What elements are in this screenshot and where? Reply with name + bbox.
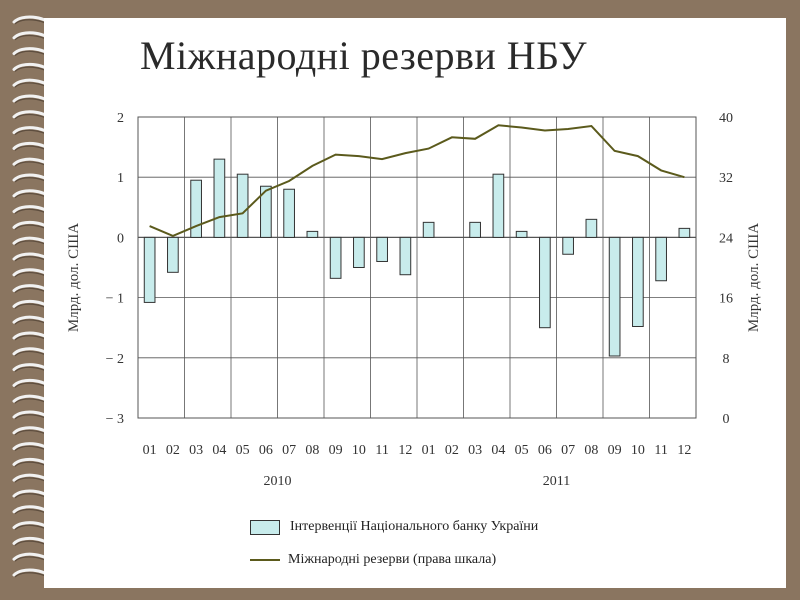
month-tick-label: 07 xyxy=(282,443,296,458)
intervention-bar xyxy=(469,221,481,238)
intervention-bar xyxy=(260,185,272,238)
reserves-line xyxy=(149,124,685,237)
intervention-bar xyxy=(329,236,342,279)
intervention-bar xyxy=(353,236,365,268)
left-tick-label: 1 xyxy=(117,171,124,186)
intervention-bar xyxy=(655,236,667,282)
left-tick-label: − 2 xyxy=(106,352,124,367)
legend-item-line: Міжнародні резерви (права шкала) xyxy=(250,551,496,569)
legend-item-bars: Інтервенції Національного банку України xyxy=(250,518,538,536)
left-tick-label: 0 xyxy=(117,231,124,246)
intervention-bar xyxy=(539,236,551,329)
intervention-bar xyxy=(376,236,388,262)
legend-line-label: Міжнародні резерви (права шкала) xyxy=(288,552,497,567)
month-tick-label: 09 xyxy=(329,443,343,458)
month-tick-label: 01 xyxy=(143,443,157,458)
month-tick-label: 06 xyxy=(538,443,552,458)
intervention-bar xyxy=(678,227,691,238)
intervention-bar xyxy=(399,236,412,276)
grid-layer xyxy=(137,116,697,419)
year-label: 2010 xyxy=(264,474,292,489)
intervention-bar xyxy=(167,236,179,273)
intervention-bar xyxy=(562,236,574,255)
month-tick-label: 11 xyxy=(654,443,667,458)
right-tick-label: 32 xyxy=(719,171,733,186)
intervention-bar xyxy=(422,221,435,238)
month-tick-label: 03 xyxy=(189,443,203,458)
bars-layer xyxy=(143,158,691,357)
intervention-bar xyxy=(585,218,598,238)
month-tick-label: 03 xyxy=(468,443,482,458)
right-tick-label: 40 xyxy=(719,111,733,126)
left-axis-title: Млрд. дол. США xyxy=(66,223,82,332)
right-tick-label: 24 xyxy=(719,231,733,246)
month-tick-label: 12 xyxy=(398,443,412,458)
month-tick-label: 07 xyxy=(561,443,575,458)
month-tick-label: 11 xyxy=(375,443,388,458)
right-tick-label: 8 xyxy=(723,352,730,367)
month-tick-label: 09 xyxy=(608,443,622,458)
intervention-bar xyxy=(306,230,319,238)
month-tick-label: 02 xyxy=(166,443,180,458)
right-tick-label: 16 xyxy=(719,292,733,307)
right-tick-label: 0 xyxy=(723,412,730,427)
intervention-bar xyxy=(515,230,528,238)
legend-bars-label: Інтервенції Національного банку України xyxy=(290,519,539,534)
month-tick-label: 10 xyxy=(631,443,645,458)
right-axis-title: Млрд. дол. США xyxy=(746,223,762,332)
intervention-bar xyxy=(492,173,505,238)
month-tick-label: 06 xyxy=(259,443,273,458)
month-tick-label: 10 xyxy=(352,443,366,458)
month-tick-label: 04 xyxy=(212,443,226,458)
intervention-bar xyxy=(632,236,644,327)
legend-bar-swatch xyxy=(250,519,280,535)
left-tick-label: 2 xyxy=(117,111,124,126)
slide-title: Міжнародні резерви НБУ xyxy=(140,33,588,78)
month-tick-label: 08 xyxy=(584,443,598,458)
intervention-bar xyxy=(190,179,202,238)
month-tick-label: 05 xyxy=(515,443,529,458)
intervention-bar xyxy=(236,173,249,238)
chart-panel: 2 1 0− 1− 2− 3 40 32 24 16 8 0 Млрд. дол. США Млрд… xyxy=(52,98,782,582)
month-tick-label: 05 xyxy=(236,443,250,458)
intervention-bar xyxy=(143,236,156,303)
line-layer xyxy=(149,124,685,237)
month-tick-label: 04 xyxy=(491,443,505,458)
left-tick-label: − 3 xyxy=(106,412,124,427)
year-label: 2011 xyxy=(543,474,570,489)
month-tick-label: 02 xyxy=(445,443,459,458)
month-tick-label: 12 xyxy=(677,443,691,458)
month-tick-label: 08 xyxy=(305,443,319,458)
month-tick-label: 01 xyxy=(422,443,436,458)
intervention-bar xyxy=(608,236,621,357)
legend-line-swatch xyxy=(250,559,280,561)
intervention-bar xyxy=(283,188,295,238)
left-tick-label: − 1 xyxy=(106,292,124,307)
intervention-bar xyxy=(213,158,226,238)
